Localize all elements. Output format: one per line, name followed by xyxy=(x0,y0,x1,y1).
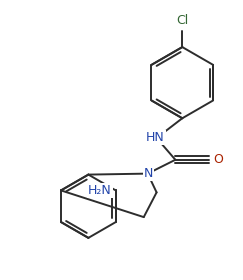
Text: H₂N: H₂N xyxy=(88,184,112,197)
Text: O: O xyxy=(213,153,223,166)
Text: Cl: Cl xyxy=(176,14,188,27)
Text: N: N xyxy=(144,167,153,180)
Text: HN: HN xyxy=(146,130,165,144)
